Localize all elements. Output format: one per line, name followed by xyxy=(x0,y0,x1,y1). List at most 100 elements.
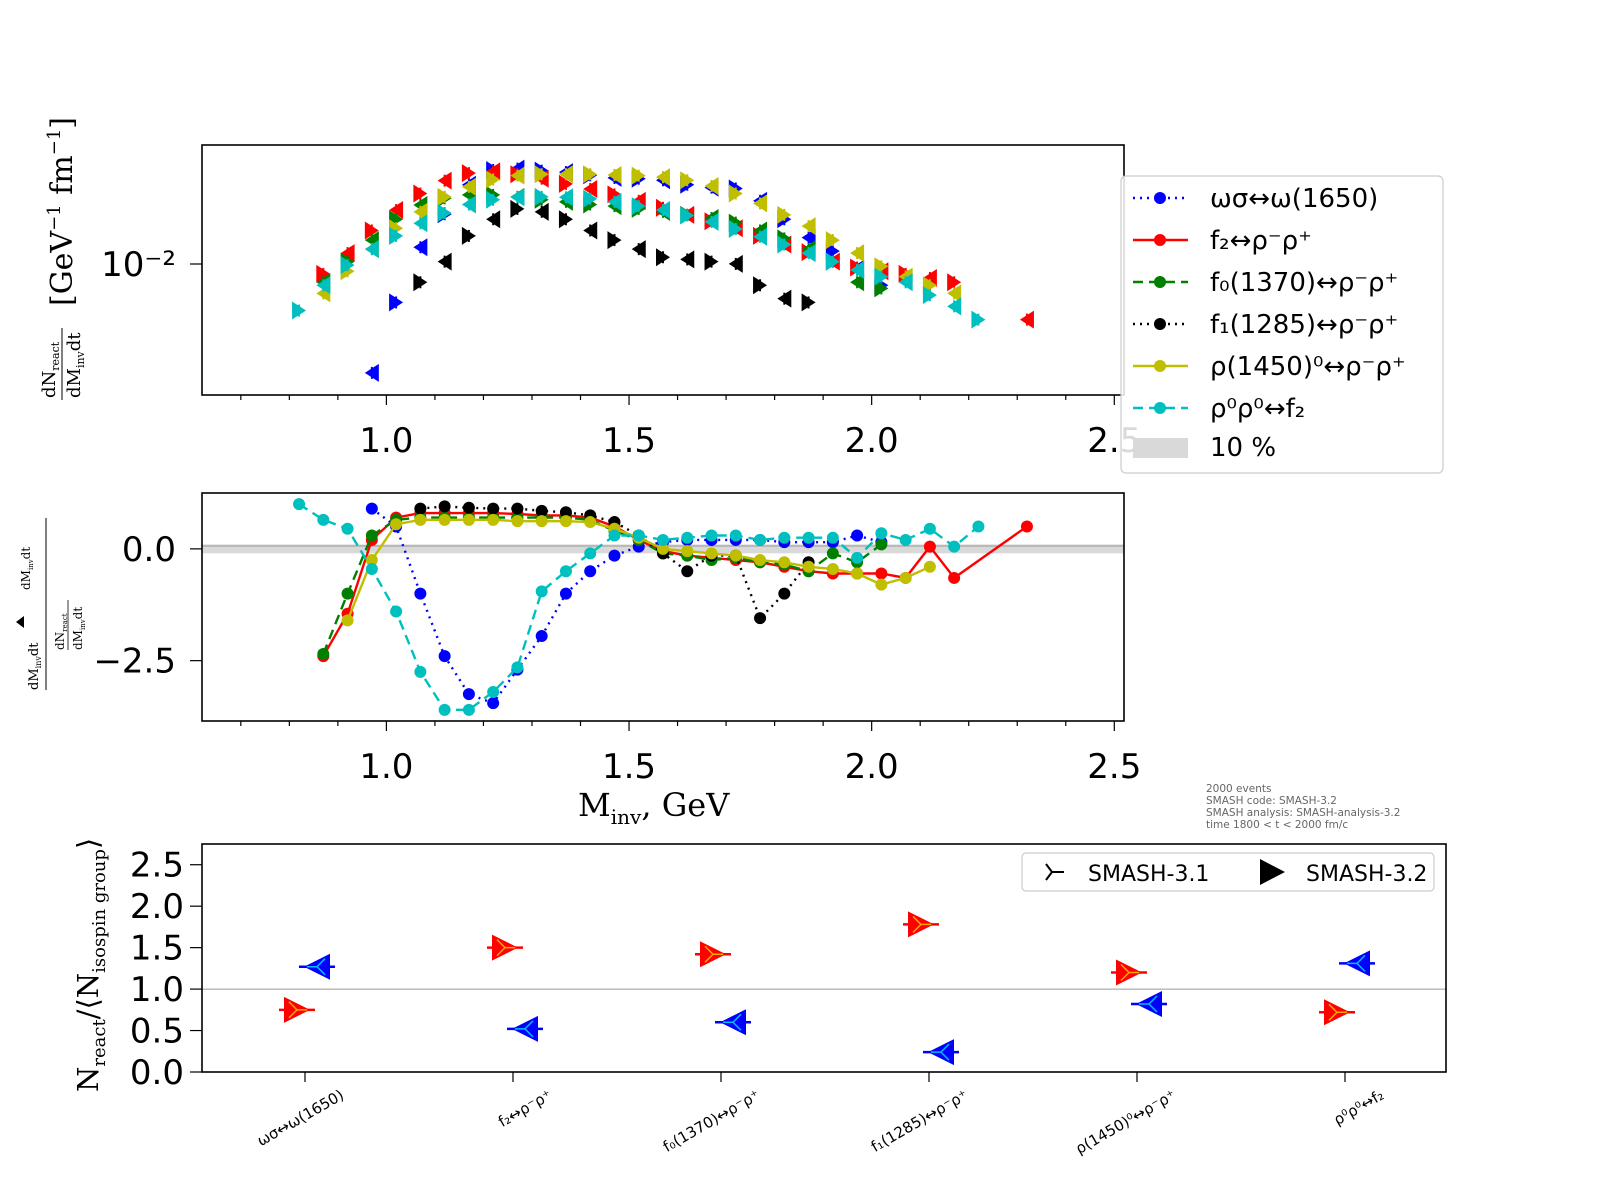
series-point xyxy=(924,541,936,553)
series-point xyxy=(633,529,645,541)
bottom-ytick-label: 1.5 xyxy=(130,929,184,969)
middle-y-label: dMinvdt dNreact dMinvdt dMinvdt xyxy=(16,518,87,690)
note-line: SMASH code: SMASH-3.2 xyxy=(1206,795,1337,807)
category-5-markers xyxy=(1319,950,1375,1025)
category-0-markers xyxy=(279,954,335,1023)
series-point xyxy=(924,561,936,573)
smash-3-1-label: SMASH-3.1 xyxy=(1088,862,1209,887)
bottom-markers xyxy=(279,911,1375,1065)
series-point xyxy=(439,704,451,716)
series-point xyxy=(803,532,815,544)
middle-xtick-label: 2.5 xyxy=(1087,747,1141,787)
legend-label: f₁(1285)↔ρ⁻ρ⁺ xyxy=(1210,310,1398,340)
legend-label: ρ⁰ρ⁰↔f₂ xyxy=(1210,394,1305,424)
legend-marker-swatch xyxy=(1154,234,1166,246)
legend-label: f₀(1370)↔ρ⁻ρ⁺ xyxy=(1210,268,1398,298)
bottom-panel: 0.00.51.01.52.02.5 ωσ↔ω(1650) f₂↔ρ⁻ρ⁺ f₀(1… xyxy=(71,838,1446,1158)
svg-text:dNreact: dNreact xyxy=(53,613,69,650)
bottom-ytick-label: 1.0 xyxy=(130,970,184,1010)
series-point xyxy=(900,572,912,584)
series-point xyxy=(560,515,572,527)
middle-ytick-label: 0.0 xyxy=(122,530,176,570)
top-ytick-label: 10⁻² xyxy=(101,245,176,285)
ratio-series-2 xyxy=(317,512,887,660)
note-line: SMASH analysis: SMASH-analysis-3.2 xyxy=(1206,807,1400,819)
legend: ωσ↔ω(1650) f₂↔ρ⁻ρ⁺ f₀(1370)↔ρ⁻ρ⁺ f₁(1285)↔ρ… xyxy=(1121,176,1443,473)
series-point xyxy=(487,514,499,526)
series-3-markers xyxy=(413,200,815,312)
series-point xyxy=(608,550,620,562)
middle-y-ticks: 0.0 −2.5 xyxy=(93,530,202,682)
bottom-x-ticks: ωσ↔ω(1650) f₂↔ρ⁻ρ⁺ f₀(1370)↔ρ⁻ρ⁺ f₁(1285)↔ρ… xyxy=(254,1072,1387,1158)
svg-text:Nreact/⟨Nisospin group⟩: Nreact/⟨Nisospin group⟩ xyxy=(71,838,110,1092)
series-point xyxy=(730,550,742,562)
run-info-note: 2000 events SMASH code: SMASH-3.2 SMASH … xyxy=(1206,783,1400,831)
series-line xyxy=(323,513,1027,656)
category-1-markers xyxy=(487,935,543,1042)
series-point xyxy=(414,588,426,600)
series-point xyxy=(366,529,378,541)
series-point xyxy=(439,514,451,526)
series-point xyxy=(366,503,378,515)
middle-xtick-label: 2.0 xyxy=(845,747,899,787)
figure: 1.0 1.5 2.0 2.5 10⁻² dNreact dMinvdt [GeV−1… xyxy=(0,0,1600,1200)
series-point xyxy=(342,523,354,535)
bottom-ytick-label: 2.0 xyxy=(130,887,184,927)
series-point xyxy=(487,686,499,698)
series-point xyxy=(754,554,766,566)
series-point xyxy=(463,502,475,514)
category-label: f₁(1285)↔ρ⁻ρ⁺ xyxy=(868,1086,971,1156)
category-label: ρ(1450)⁰↔ρ⁻ρ⁺ xyxy=(1072,1086,1179,1158)
series-point xyxy=(948,572,960,584)
legend-label: f₂↔ρ⁻ρ⁺ xyxy=(1210,226,1312,256)
category-3-markers xyxy=(903,911,959,1065)
series-point xyxy=(827,563,839,575)
series-point xyxy=(875,538,887,550)
middle-axes-frame xyxy=(202,493,1124,721)
legend-marker-swatch xyxy=(1154,318,1166,330)
note-line: time 1800 < t < 2000 fm/c xyxy=(1206,819,1348,831)
category-label: f₂↔ρ⁻ρ⁺ xyxy=(495,1086,555,1131)
series-point xyxy=(730,529,742,541)
legend-marker-swatch xyxy=(1154,360,1166,372)
series-point xyxy=(414,514,426,526)
x-axis-label: Minv, GeV xyxy=(578,786,730,829)
series-point xyxy=(511,503,523,515)
top-markers xyxy=(292,160,1034,382)
series-point xyxy=(366,563,378,575)
top-xtick-label: 1.0 xyxy=(359,421,413,461)
series-point xyxy=(536,505,548,517)
smash-3-2-label: SMASH-3.2 xyxy=(1306,862,1427,887)
bottom-ytick-label: 0.0 xyxy=(130,1053,184,1093)
series-point xyxy=(342,614,354,626)
series-point xyxy=(875,579,887,591)
legend-marker-swatch xyxy=(1154,192,1166,204)
bottom-ytick-label: 0.5 xyxy=(130,1012,184,1052)
series-point xyxy=(827,547,839,559)
series-point xyxy=(317,648,329,660)
legend-marker-swatch xyxy=(1154,402,1166,414)
series-point xyxy=(681,545,693,557)
series-point xyxy=(657,534,669,546)
top-y-label: dNreact dMinvdt [GeV−1 fm−1] xyxy=(39,117,87,400)
series-point xyxy=(317,514,329,526)
series-point xyxy=(560,588,572,600)
series-point xyxy=(584,516,596,528)
category-label: ωσ↔ω(1650) xyxy=(254,1086,347,1150)
middle-xtick-label: 1.0 xyxy=(359,747,413,787)
svg-text:dMinvdt: dMinvdt xyxy=(19,547,35,590)
series-point xyxy=(536,585,548,597)
top-panel: 1.0 1.5 2.0 2.5 10⁻² dNreact dMinvdt [GeV−1… xyxy=(39,117,1141,461)
series-point xyxy=(536,630,548,642)
series-point xyxy=(803,561,815,573)
series-point xyxy=(778,588,790,600)
series-point xyxy=(390,518,402,530)
svg-text:[GeV−1 fm−1]: [GeV−1 fm−1] xyxy=(44,117,80,306)
series-point xyxy=(487,697,499,709)
series-point xyxy=(342,588,354,600)
category-label: f₀(1370)↔ρ⁻ρ⁺ xyxy=(660,1086,763,1156)
middle-series xyxy=(293,498,1033,716)
series-point xyxy=(439,500,451,512)
series-point xyxy=(560,565,572,577)
series-point xyxy=(875,567,887,579)
